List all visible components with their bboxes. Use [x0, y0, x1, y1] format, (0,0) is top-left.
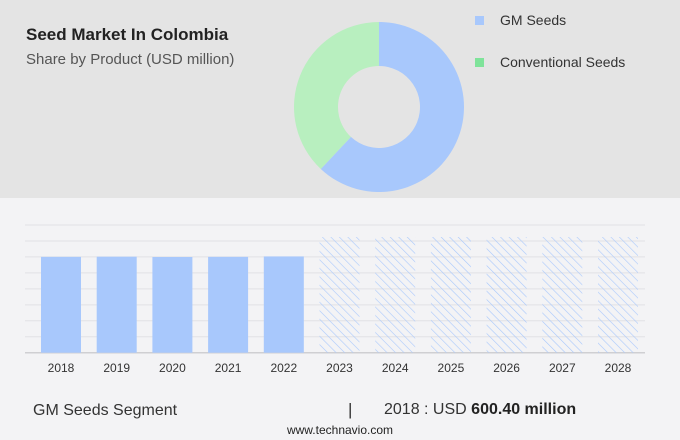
legend-label: Conventional Seeds [500, 54, 626, 70]
x-tick-label: 2018 [48, 361, 75, 375]
x-tick-label: 2023 [326, 361, 353, 375]
value-text: 600.40 million [471, 401, 577, 418]
x-tick-label: 2019 [103, 361, 130, 375]
legend-swatch [475, 15, 484, 25]
bar-2018 [41, 256, 81, 353]
donut-slice-0 [320, 22, 465, 192]
x-tick-label: 2026 [493, 361, 520, 375]
legend-swatch [475, 57, 484, 67]
forecast-bar-2025 [430, 237, 471, 353]
bar-2019 [96, 256, 137, 353]
segment-label: GM Seeds Segment [33, 402, 178, 419]
footer-value: 2018 : USD 600.40 million [384, 401, 576, 419]
source-url: www.technavio.com [286, 423, 394, 437]
forecast-bar-2026 [486, 237, 527, 353]
x-tick-label: 2021 [215, 361, 242, 375]
legend-label: GM Seeds [500, 12, 567, 28]
legend-item-conventional: Conventional Seeds [475, 54, 625, 70]
x-tick-label: 2024 [382, 361, 409, 375]
chart-title: Seed Market In Colombia [26, 25, 229, 44]
x-tick-label: 2022 [270, 361, 297, 375]
x-tick-label: 2027 [549, 361, 576, 375]
footer-separator: | [348, 400, 353, 419]
bar-2021 [208, 256, 249, 353]
year-label: 2018 : USD [384, 401, 467, 418]
x-tick-label: 2020 [159, 361, 186, 375]
x-tick-label: 2025 [438, 361, 465, 375]
forecast-bar-2028 [598, 237, 638, 353]
forecast-bar-2024 [375, 237, 416, 353]
forecast-bar-2023 [319, 237, 360, 353]
legend-item-gm: GM Seeds [475, 12, 566, 28]
bar-2020 [152, 257, 193, 353]
chart-subtitle: Share by Product (USD million) [26, 51, 235, 68]
forecast-bar-2027 [542, 237, 583, 353]
chart-svg: 2018 2019 2020 2021 2022 2023 2024 2025 2026 2027… [25, 22, 645, 375]
bar-2022 [263, 256, 304, 353]
donut-slice-1 [294, 22, 379, 169]
x-tick-label: 2028 [605, 361, 632, 375]
